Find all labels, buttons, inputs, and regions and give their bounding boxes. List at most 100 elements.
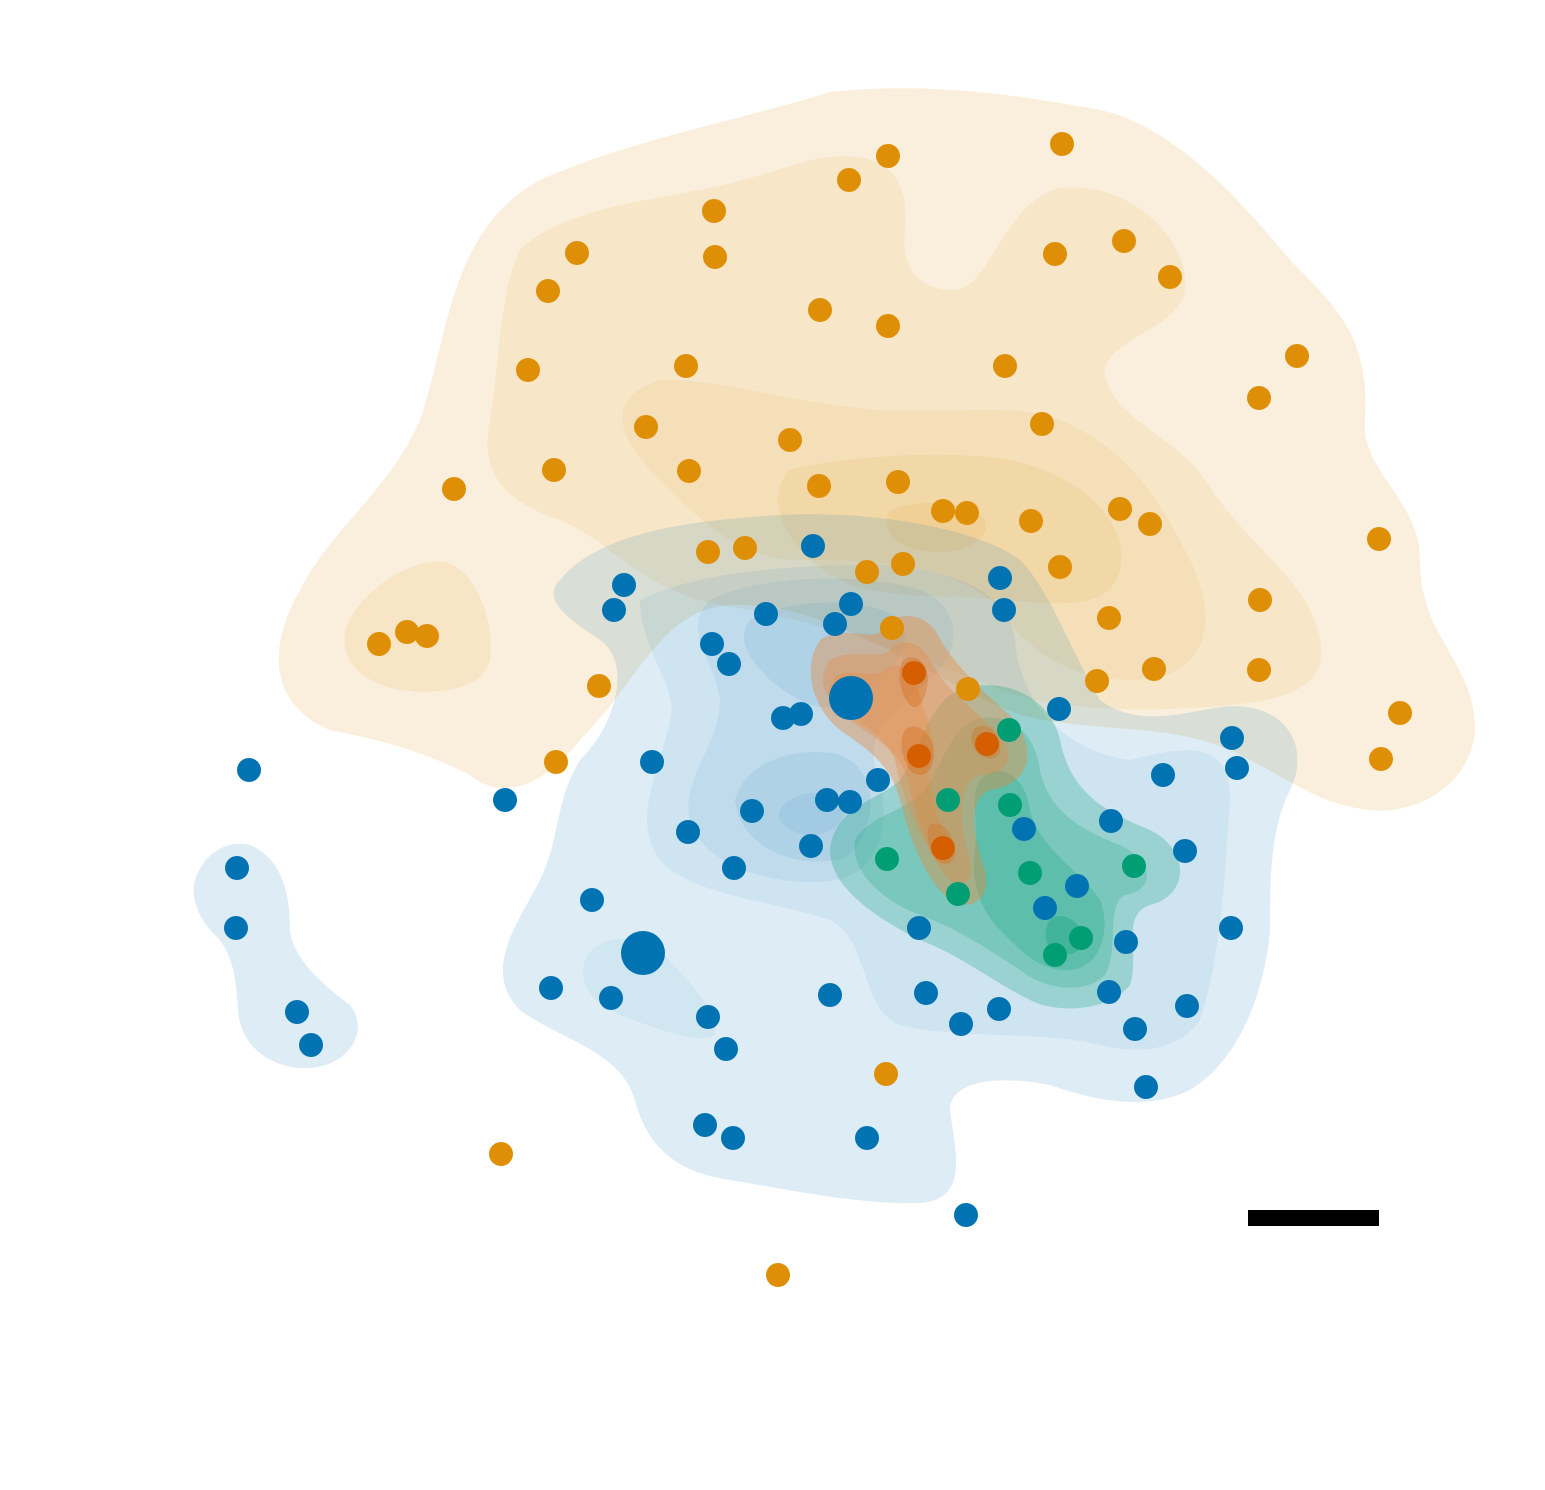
scatter-point — [674, 354, 698, 378]
scatter-point — [992, 598, 1016, 622]
density-contour-blue-lower-left — [583, 938, 716, 1039]
scatter-series-3 — [902, 661, 999, 860]
scatter-series-2 — [875, 718, 1146, 967]
scatter-point — [891, 552, 915, 576]
scatter-point — [224, 916, 248, 940]
scatter-point — [1018, 861, 1042, 885]
scatter-point — [838, 790, 862, 814]
scatter-series-1 — [224, 534, 1249, 1227]
scatter-series-0 — [367, 132, 1412, 1287]
scatter-point — [1123, 1017, 1147, 1041]
scatter-point — [539, 976, 563, 1000]
scatter-point — [818, 983, 842, 1007]
scatter-point — [237, 758, 261, 782]
scatter-point — [1142, 657, 1166, 681]
scatter-point — [580, 888, 604, 912]
scatter-point — [902, 661, 926, 685]
scatter-point — [516, 358, 540, 382]
density-contour-orange-level2 — [487, 156, 1322, 710]
density-contour-blue-left-island — [193, 843, 358, 1069]
scatter-point — [367, 632, 391, 656]
scatter-point — [1047, 697, 1071, 721]
scatter-point — [442, 477, 466, 501]
scatter-point — [799, 834, 823, 858]
scatter-point — [1369, 747, 1393, 771]
scatter-point — [1225, 756, 1249, 780]
scatter-point — [740, 799, 764, 823]
scatter-point — [789, 702, 813, 726]
scatter-point — [839, 592, 863, 616]
scatter-point — [907, 916, 931, 940]
scatter-point — [808, 298, 832, 322]
density-contour-blue-level5 — [735, 752, 871, 862]
scatter-point — [696, 1005, 720, 1029]
scatter-point — [931, 836, 955, 860]
density-contour-orange-level3 — [622, 379, 1206, 680]
scatter-point — [956, 677, 980, 701]
scatter-point — [1012, 817, 1036, 841]
scatter-point — [955, 501, 979, 525]
scatter-point — [677, 459, 701, 483]
scatter-point — [988, 566, 1012, 590]
density-contour-green-level2 — [854, 717, 1147, 988]
scatter-point — [1219, 916, 1243, 940]
scatter-point — [1097, 606, 1121, 630]
scatter-point — [1138, 512, 1162, 536]
scatter-point — [1030, 412, 1054, 436]
scatter-point — [1151, 763, 1175, 787]
scatter-point — [565, 241, 589, 265]
scatter-point — [997, 718, 1021, 742]
scatter-point — [880, 616, 904, 640]
scatter-point — [815, 788, 839, 812]
scatter-point-large — [621, 931, 665, 975]
scatter-point — [700, 632, 724, 656]
scatter-point — [602, 598, 626, 622]
scatter-point — [696, 540, 720, 564]
scatter-point — [801, 534, 825, 558]
scatter-point — [640, 750, 664, 774]
scatter-point — [931, 499, 955, 523]
scatter-point — [771, 706, 795, 730]
scatter-point — [1247, 386, 1271, 410]
scale-bar — [1248, 1210, 1379, 1226]
scatter-point — [949, 1012, 973, 1036]
scatter-point — [714, 1037, 738, 1061]
scatter-point — [823, 612, 847, 636]
scatter-point — [1114, 930, 1138, 954]
scatter-point — [285, 1000, 309, 1024]
scatter-point — [876, 144, 900, 168]
scatter-point — [946, 882, 970, 906]
scatter-point — [702, 199, 726, 223]
scatter-point — [874, 1062, 898, 1086]
scatter-point — [225, 856, 249, 880]
scatter-point — [886, 470, 910, 494]
scatter-point — [717, 652, 741, 676]
scatter-point — [1085, 669, 1109, 693]
scatter-point — [855, 1126, 879, 1150]
scatter-point — [1367, 527, 1391, 551]
scatter-point — [493, 788, 517, 812]
scatter-point — [1173, 839, 1197, 863]
scatter-point — [395, 620, 419, 644]
scatter-point — [1050, 132, 1074, 156]
scatter-point — [1134, 1075, 1158, 1099]
scatter-point — [766, 1263, 790, 1287]
scatter-point — [1099, 809, 1123, 833]
scatter-points — [224, 132, 1412, 1287]
scatter-point — [778, 428, 802, 452]
scatter-point — [1247, 658, 1271, 682]
scatter-point — [1069, 926, 1093, 950]
scatter-point — [1097, 980, 1121, 1004]
scatter-point — [954, 1203, 978, 1227]
scatter-point — [415, 624, 439, 648]
scatter-point — [1158, 265, 1182, 289]
scatter-point — [693, 1113, 717, 1137]
scatter-point — [936, 788, 960, 812]
scatter-point — [703, 245, 727, 269]
scatter-point — [1048, 555, 1072, 579]
scatter-point — [1112, 229, 1136, 253]
scatter-point — [1388, 701, 1412, 725]
scatter-point — [676, 820, 700, 844]
scatter-point — [299, 1033, 323, 1057]
